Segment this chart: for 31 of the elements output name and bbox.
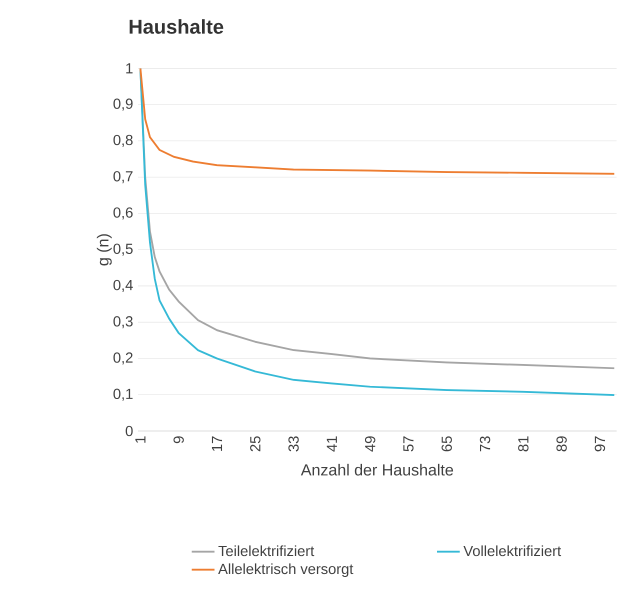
y-tick-label: 0,2 [113,352,133,365]
x-tick-label: 25 [250,436,260,452]
chart-title: Haushalte [130,19,224,34]
y-axis-title: g (n) [96,234,112,266]
y-tick-label: 0,3 [113,316,133,328]
y-tick-label: 0,1 [113,388,133,401]
x-tick-label: 1 [135,436,146,443]
y-tick-label: 1 [126,63,133,74]
legend-label: Vollelektrifiziert [463,545,562,556]
legend-label: Allelektrisch versorgt [218,563,354,578]
x-tick-label: 97 [594,436,606,452]
y-tick-label: 0,5 [113,244,133,256]
y-tick-label: 0,7 [113,171,133,184]
x-tick-label: 33 [288,436,299,452]
y-tick-label: 0,8 [113,134,133,147]
x-tick-label: 89 [556,436,567,452]
x-tick-label: 41 [326,436,337,452]
x-tick-label: 73 [480,436,490,452]
y-tick-label: 0,9 [113,98,133,111]
x-tick-label: 81 [518,436,529,452]
x-tick-label: 9 [174,436,184,444]
y-tick-label: 0,4 [113,280,133,292]
x-axis-title: Anzahl der Haushalte [300,464,454,476]
x-tick-label: 49 [364,436,376,452]
line-series [139,68,616,175]
x-tick-label: 57 [403,436,414,452]
legend-label: Teilelektrifiziert [218,545,314,556]
x-tick-label: 17 [212,436,222,451]
y-tick-label: 0 [126,426,133,436]
y-tick-label: 0,6 [113,207,133,220]
x-tick-label: 65 [442,436,452,452]
